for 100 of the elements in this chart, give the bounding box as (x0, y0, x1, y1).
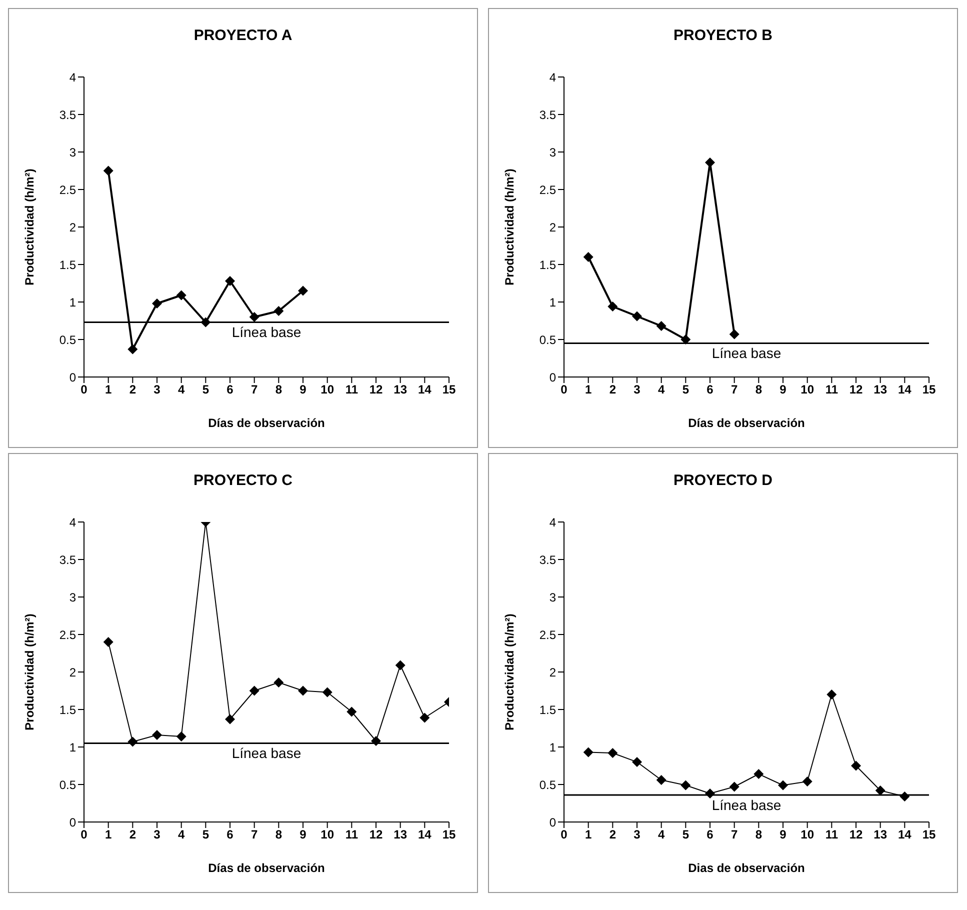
point (298, 286, 308, 296)
y-tick-label: 3.5 (539, 552, 556, 567)
ref-line-label: Línea base (232, 745, 302, 762)
point (176, 732, 186, 742)
x-tick-label: 7 (250, 382, 258, 397)
y-tick-label: 2 (549, 220, 556, 234)
y-tick-label: 2 (69, 220, 76, 234)
x-tick-label: 9 (300, 828, 307, 842)
point (249, 312, 260, 322)
point (875, 786, 886, 796)
x-tick-label: 1 (584, 828, 592, 842)
x-tick-label: 15 (922, 828, 936, 842)
point (632, 311, 642, 322)
y-tick-label: 3 (69, 590, 76, 604)
y-tick-label: 1.5 (539, 702, 556, 717)
chart-title: PROYECTO D (672, 472, 774, 491)
x-tick-label: 7 (730, 828, 738, 842)
x-axis-title: Días de observación (208, 416, 325, 430)
y-tick-label: 3 (549, 590, 556, 604)
x-tick-label: 5 (682, 382, 690, 397)
y-tick-label: 3.5 (59, 108, 76, 122)
y-tick-label: 4 (549, 515, 556, 530)
x-tick-label: 11 (345, 828, 358, 842)
y-tick-label: 0.5 (539, 332, 556, 347)
x-axis-title: Días de observación (688, 416, 805, 430)
point (754, 769, 764, 779)
x-tick-label: 7 (730, 382, 738, 397)
ref-line-label: Línea base (712, 796, 782, 813)
y-tick-label: 0.5 (539, 778, 556, 792)
x-tick-label: 4 (178, 382, 185, 397)
point (632, 757, 642, 767)
point (900, 792, 910, 802)
point (680, 334, 691, 344)
y-tick-label: 2.5 (539, 628, 556, 642)
point (103, 166, 114, 176)
point (680, 780, 691, 790)
point (200, 317, 211, 328)
point (225, 714, 235, 724)
point (298, 686, 308, 696)
x-tick-label: 12 (849, 828, 863, 842)
x-tick-label: 12 (369, 382, 383, 397)
x-tick-label: 11 (345, 382, 358, 397)
x-tick-label: 8 (275, 382, 282, 397)
point (802, 776, 812, 786)
x-tick-label: 6 (706, 828, 714, 842)
x-tick-label: 15 (442, 828, 456, 842)
y-tick-label: 1.5 (539, 258, 556, 272)
point (608, 748, 618, 758)
y-tick-label: 3.5 (539, 108, 556, 122)
y-axis-title: Productividad (h/m²) (22, 614, 36, 730)
y-tick-label: 2.5 (59, 182, 76, 197)
x-tick-label: 13 (394, 382, 408, 397)
x-tick-label: 13 (874, 382, 888, 397)
x-tick-label: 10 (320, 382, 334, 397)
x-tick-label: 2 (129, 382, 136, 397)
point (152, 730, 162, 740)
y-tick-label: 1.5 (59, 702, 76, 717)
x-axis-title: Días de observación (208, 861, 325, 875)
point (656, 321, 666, 331)
y-tick-label: 0 (69, 370, 76, 384)
point (778, 780, 788, 790)
y-tick-label: 0 (549, 370, 556, 384)
y-tick-label: 0 (549, 815, 556, 830)
x-tick-label: 7 (250, 828, 258, 842)
y-tick-label: 3 (69, 145, 76, 160)
point (583, 747, 594, 758)
x-tick-label: 8 (275, 828, 282, 842)
point (656, 775, 666, 785)
y-tick-label: 1 (549, 295, 556, 310)
y-tick-label: 2 (549, 665, 556, 680)
y-tick-label: 3 (549, 145, 556, 160)
x-axis-title: Dias de observación (688, 861, 805, 875)
x-tick-label: 6 (226, 382, 234, 397)
y-tick-label: 2.5 (59, 628, 76, 642)
point (274, 678, 284, 688)
y-tick-label: 1 (549, 740, 556, 754)
x-tick-label: 15 (442, 382, 456, 397)
x-tick-label: 1 (104, 828, 112, 842)
chart-title: PROYECTO B (672, 27, 774, 46)
point (705, 788, 715, 798)
point (322, 687, 332, 698)
x-tick-label: 1 (104, 382, 112, 397)
x-tick-label: 9 (780, 382, 787, 397)
ref-line-label: Línea base (712, 345, 782, 362)
y-tick-label: 0 (69, 815, 76, 830)
point (729, 782, 740, 792)
point (851, 760, 861, 771)
point (826, 690, 837, 700)
x-tick-label: 11 (825, 828, 838, 842)
x-tick-label: 4 (178, 828, 185, 842)
point (583, 252, 594, 262)
x-tick-label: 10 (800, 828, 814, 842)
y-tick-label: 2.5 (539, 182, 556, 197)
x-tick-label: 14 (898, 828, 912, 842)
x-tick-label: 6 (226, 828, 234, 842)
x-tick-label: 2 (129, 828, 136, 842)
x-tick-label: 3 (634, 828, 641, 842)
x-tick-label: 0 (80, 828, 88, 842)
point (225, 276, 235, 286)
x-tick-label: 14 (418, 828, 432, 842)
